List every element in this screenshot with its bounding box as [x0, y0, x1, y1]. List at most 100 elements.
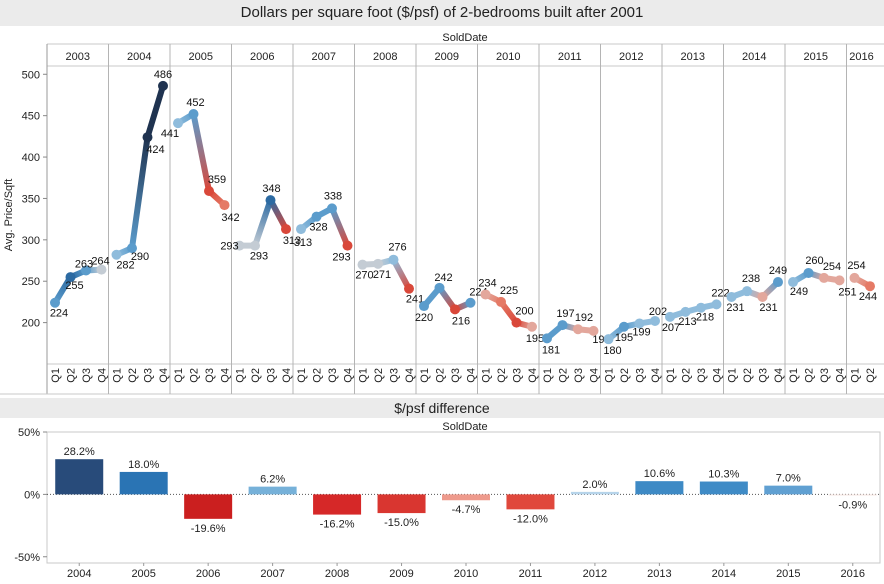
bottom-x-tick-label: 2014 [712, 568, 736, 580]
data-label: 260 [805, 255, 823, 267]
bar [184, 494, 233, 519]
data-label: 293 [332, 252, 350, 264]
data-label: 224 [50, 308, 68, 320]
data-label: 241 [406, 294, 424, 306]
data-label: 195 [526, 333, 544, 345]
bar-value-label: -19.6% [191, 523, 226, 535]
data-label: 244 [859, 291, 877, 303]
bottom-y-tick-label: 50% [18, 427, 40, 439]
bottom-column-header: SoldDate [442, 421, 487, 433]
series-point [511, 317, 522, 328]
top-x-tick-label: Q2 [865, 368, 877, 383]
data-label: 348 [262, 183, 280, 195]
top-y-tick-label: 400 [22, 152, 40, 164]
series-point [250, 240, 260, 251]
bar-value-label: 28.2% [64, 446, 95, 458]
top-y-tick-label: 200 [22, 318, 40, 330]
bar-value-label: -4.7% [452, 504, 481, 516]
data-label: 263 [75, 258, 93, 270]
series-point [788, 277, 798, 288]
data-label: 213 [678, 316, 696, 328]
bottom-plot-frame [46, 431, 881, 564]
data-label: 180 [603, 345, 621, 357]
bottom-x-tick-label: 2012 [583, 568, 607, 580]
series-line-segment [329, 205, 351, 249]
series-point [219, 200, 230, 211]
data-label: 238 [742, 273, 760, 285]
bottom-x-tick-label: 2010 [454, 568, 478, 580]
series-point [834, 275, 845, 286]
top-x-tick-label: Q3 [389, 368, 401, 383]
bottom-x-tick-label: 2013 [647, 568, 671, 580]
top-x-tick-label: Q1 [665, 368, 677, 383]
top-panel-year-label: 2009 [435, 51, 459, 63]
top-panel-year-label: 2003 [66, 51, 90, 63]
top-y-axis-label: Avg. Price/Sqft [3, 179, 15, 252]
bottom-x-tick-label: 2004 [67, 568, 91, 580]
top-x-tick-label: Q1 [358, 368, 370, 383]
series-point [819, 272, 829, 283]
series-point [327, 203, 337, 214]
series-point [434, 282, 445, 293]
bottom-y-tick-label: -50% [14, 552, 40, 564]
top-x-tick-label: Q3 [758, 368, 770, 383]
series-point [619, 321, 629, 332]
top-x-tick-label: Q1 [604, 368, 616, 383]
top-x-tick-label: Q4 [220, 368, 232, 383]
top-panel-year-label: 2011 [558, 51, 582, 63]
bottom-x-tick-label: 2016 [841, 568, 865, 580]
top-x-tick-label: Q4 [466, 368, 478, 383]
series-point [357, 259, 368, 270]
series-point [465, 297, 476, 308]
top-x-tick-label: Q4 [97, 368, 109, 383]
data-label: 276 [388, 242, 406, 254]
series-point [450, 304, 460, 315]
data-label: 313 [294, 237, 312, 249]
series-point [527, 321, 537, 332]
top-x-tick-label: Q1 [235, 368, 247, 383]
series-point [803, 267, 814, 278]
top-x-tick-label: Q2 [496, 368, 508, 383]
series-point [50, 297, 60, 308]
top-x-tick-label: Q1 [850, 368, 862, 383]
top-x-tick-label: Q2 [312, 368, 324, 383]
series-point [404, 283, 414, 294]
data-label: 218 [696, 312, 714, 324]
series-line-segment [390, 256, 412, 292]
top-x-tick-label: Q1 [50, 368, 62, 383]
series-point [158, 80, 168, 91]
top-x-tick-label: Q1 [173, 368, 185, 383]
series-point [173, 118, 183, 129]
data-label: 293 [220, 241, 238, 253]
bar [828, 494, 877, 496]
series-line-segment [267, 197, 289, 233]
data-label: 197 [556, 308, 574, 320]
top-panel-year-label: 2006 [250, 51, 274, 63]
top-x-tick-label: Q2 [619, 368, 631, 383]
top-y-tick-label: 500 [22, 69, 40, 81]
series-point [296, 224, 306, 235]
top-panel-year-label: 2013 [681, 51, 705, 63]
data-label: 195 [615, 332, 633, 344]
top-x-tick-label: Q1 [112, 368, 124, 383]
top-x-tick-label: Q4 [158, 368, 170, 383]
data-label: 234 [478, 277, 496, 289]
data-label: 225 [500, 285, 518, 297]
series-line-segment [252, 197, 274, 249]
bar-value-label: -0.9% [838, 500, 867, 512]
series-point [480, 289, 491, 300]
series-point [281, 224, 291, 235]
top-x-tick-label: Q1 [788, 368, 800, 383]
bar [313, 494, 362, 515]
series-point [634, 318, 645, 329]
series-point [742, 286, 752, 297]
series-line-segment [129, 134, 151, 252]
series-point [496, 296, 506, 307]
series-line-segment [190, 111, 212, 194]
bottom-x-tick-label: 2011 [519, 568, 543, 580]
bottom-x-tick-label: 2005 [131, 568, 155, 580]
bar [635, 481, 684, 495]
top-x-tick-label: Q2 [681, 368, 693, 383]
top-chart-title: Dollars per square foot ($/psf) of 2-bed… [0, 0, 884, 26]
top-x-tick-label: Q3 [327, 368, 339, 383]
